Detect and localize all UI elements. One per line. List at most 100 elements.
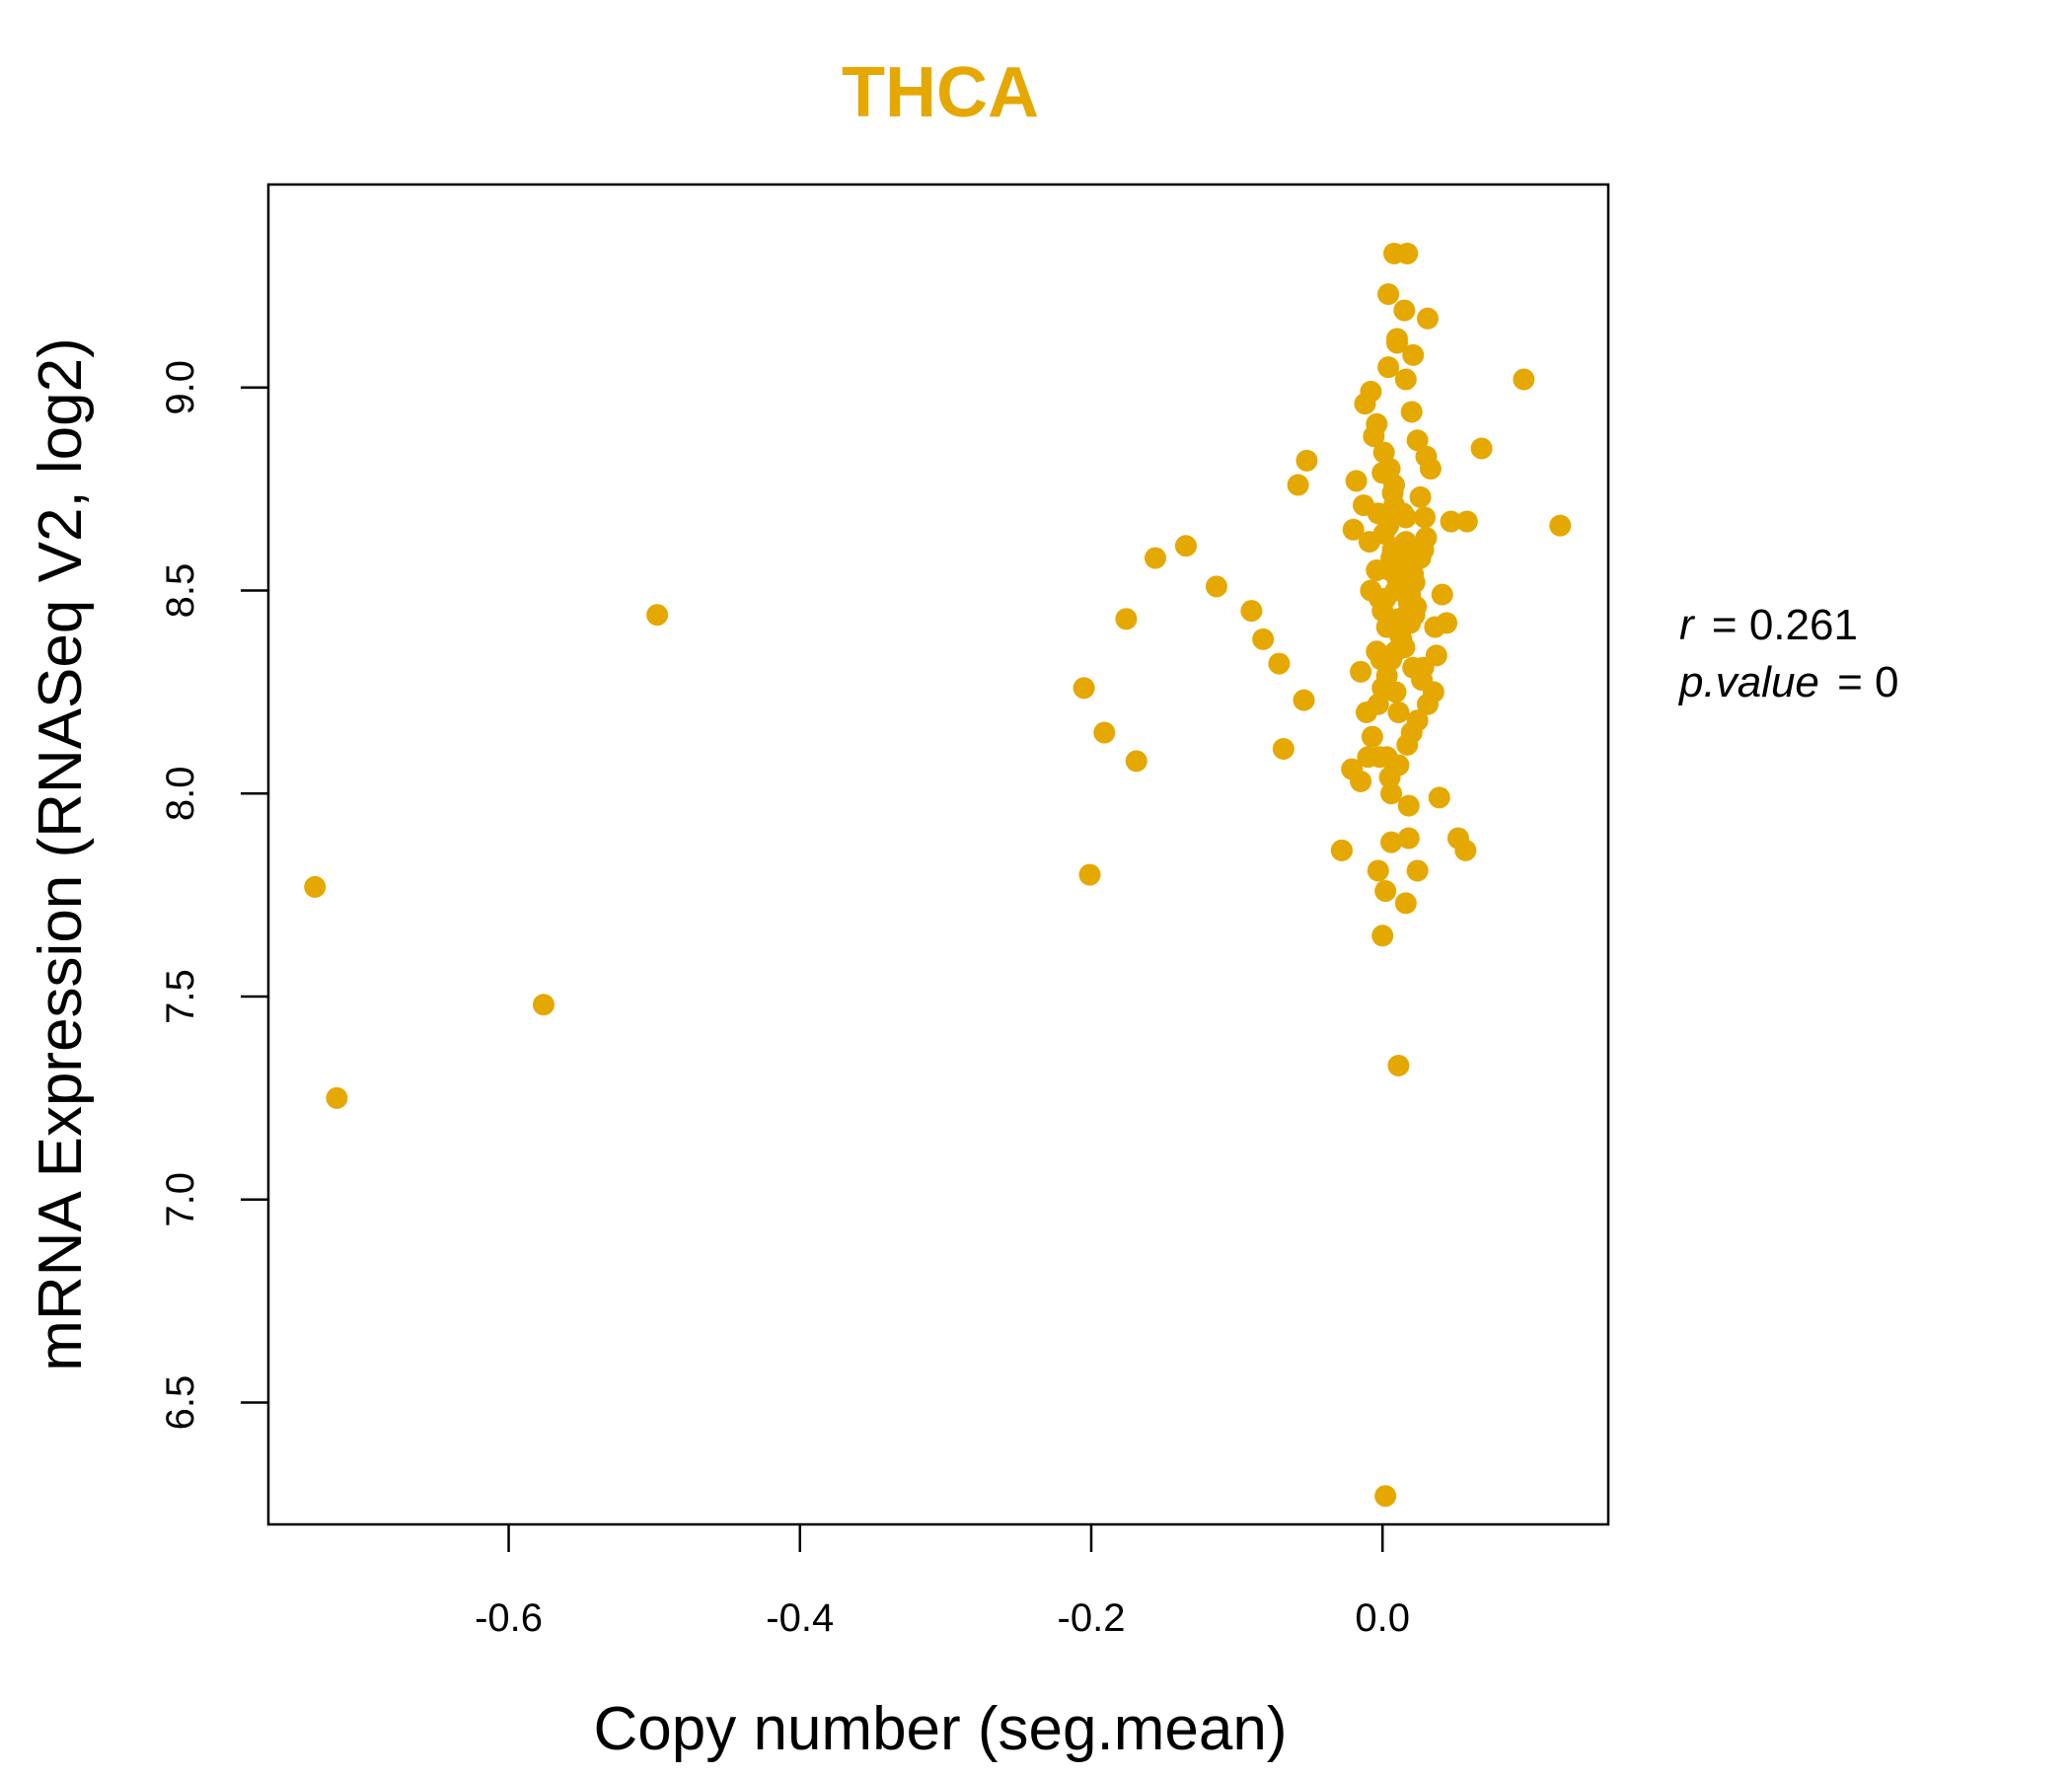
- data-point: [1295, 449, 1318, 472]
- data-point: [1415, 445, 1438, 468]
- data-point: [1125, 750, 1147, 773]
- data-point: [1375, 664, 1398, 687]
- data-point: [1268, 652, 1291, 675]
- data-point: [1394, 506, 1417, 529]
- data-point: [1144, 547, 1166, 569]
- data-point: [1374, 1485, 1397, 1508]
- data-point: [1387, 701, 1410, 723]
- data-point: [1378, 766, 1401, 788]
- p-stat: p.value = 0: [1677, 658, 1899, 706]
- data-point: [1355, 701, 1377, 723]
- data-point: [1399, 612, 1422, 634]
- data-point: [1440, 510, 1462, 533]
- data-point: [1330, 839, 1353, 861]
- r-stat: r = 0.261: [1679, 601, 1858, 649]
- data-point: [1371, 925, 1394, 947]
- data-point: [1293, 689, 1315, 711]
- data-point: [1360, 380, 1382, 403]
- data-point: [1390, 543, 1413, 565]
- data-point: [1369, 746, 1391, 769]
- y-axis: 6.5 7.0 7.5 8.0 8.5 9.0: [159, 360, 268, 1430]
- data-point: [1406, 859, 1429, 882]
- data-point: [1374, 880, 1397, 903]
- data-point: [1377, 356, 1400, 379]
- data-point: [1341, 758, 1364, 780]
- data-point: [1073, 677, 1095, 700]
- data-point: [1115, 608, 1138, 630]
- data-point: [1272, 738, 1295, 761]
- x-tick-label: -0.2: [1058, 1596, 1126, 1640]
- y-tick-label: 6.5: [159, 1375, 202, 1431]
- x-axis-title: Copy number (seg.mean): [594, 1695, 1288, 1763]
- x-tick-label: -0.4: [766, 1596, 834, 1640]
- data-point: [1381, 481, 1404, 504]
- data-point: [1513, 368, 1535, 391]
- p-value: 0: [1875, 658, 1898, 706]
- data-point: [1412, 656, 1435, 679]
- data-points: [304, 242, 1572, 1508]
- y-tick-label: 8.5: [159, 563, 202, 619]
- data-point: [1396, 733, 1419, 756]
- plot-frame: [266, 183, 1610, 1526]
- data-point: [1406, 429, 1429, 452]
- data-point: [1380, 831, 1403, 853]
- x-tick-label: 0.0: [1355, 1596, 1410, 1640]
- data-point: [532, 994, 555, 1016]
- x-tick-label: -0.6: [475, 1596, 543, 1640]
- data-point: [1366, 412, 1388, 435]
- data-point: [304, 875, 327, 898]
- data-point: [1402, 563, 1425, 586]
- data-point: [1350, 660, 1372, 683]
- data-point: [1384, 681, 1407, 703]
- data-point: [1174, 535, 1197, 557]
- data-point: [1436, 612, 1458, 634]
- data-point: [1396, 242, 1419, 264]
- data-point: [1205, 575, 1227, 598]
- data-point: [1394, 368, 1417, 391]
- y-tick-label: 7.0: [159, 1172, 202, 1227]
- r-label: r: [1679, 601, 1696, 649]
- y-tick-label: 8.0: [159, 766, 202, 821]
- data-point: [1378, 458, 1401, 481]
- data-point: [1416, 307, 1439, 330]
- data-point: [1377, 283, 1400, 306]
- data-point: [646, 604, 669, 627]
- y-axis-title: mRNA Expression (RNASeq V2, log2): [27, 337, 95, 1371]
- data-point: [1252, 628, 1275, 650]
- data-point: [1240, 600, 1263, 623]
- data-point: [1394, 892, 1417, 915]
- chart-title: THCA: [842, 53, 1039, 132]
- data-point: [1380, 782, 1403, 805]
- data-point: [1377, 514, 1400, 537]
- data-point: [1414, 506, 1437, 529]
- data-point: [1397, 794, 1420, 817]
- correlation-stats: r = 0.261 p.value = 0: [1677, 601, 1899, 706]
- data-point: [1409, 485, 1432, 508]
- data-point: [1416, 693, 1439, 715]
- data-point: [1393, 299, 1416, 322]
- data-point: [1342, 518, 1365, 541]
- data-point: [1397, 827, 1420, 850]
- r-value: 0.261: [1749, 601, 1858, 649]
- data-point: [1387, 1054, 1410, 1076]
- data-point: [1287, 474, 1309, 496]
- data-point: [1470, 437, 1493, 460]
- data-point: [1400, 401, 1423, 423]
- data-point: [1549, 514, 1572, 537]
- y-tick-label: 9.0: [159, 360, 202, 415]
- p-label: p.value: [1677, 658, 1819, 706]
- data-point: [1369, 587, 1391, 610]
- data-point: [1415, 527, 1438, 550]
- data-point: [1454, 839, 1477, 861]
- data-point: [1402, 343, 1425, 366]
- y-tick-label: 7.5: [159, 969, 202, 1024]
- data-point: [1431, 583, 1453, 606]
- data-point: [1093, 721, 1116, 744]
- data-point: [1406, 709, 1429, 732]
- data-point: [1361, 725, 1383, 748]
- data-point: [326, 1086, 348, 1109]
- x-axis: -0.6 -0.4 -0.2 0.0: [475, 1524, 1410, 1640]
- data-point: [1428, 786, 1450, 809]
- data-point: [1385, 332, 1408, 354]
